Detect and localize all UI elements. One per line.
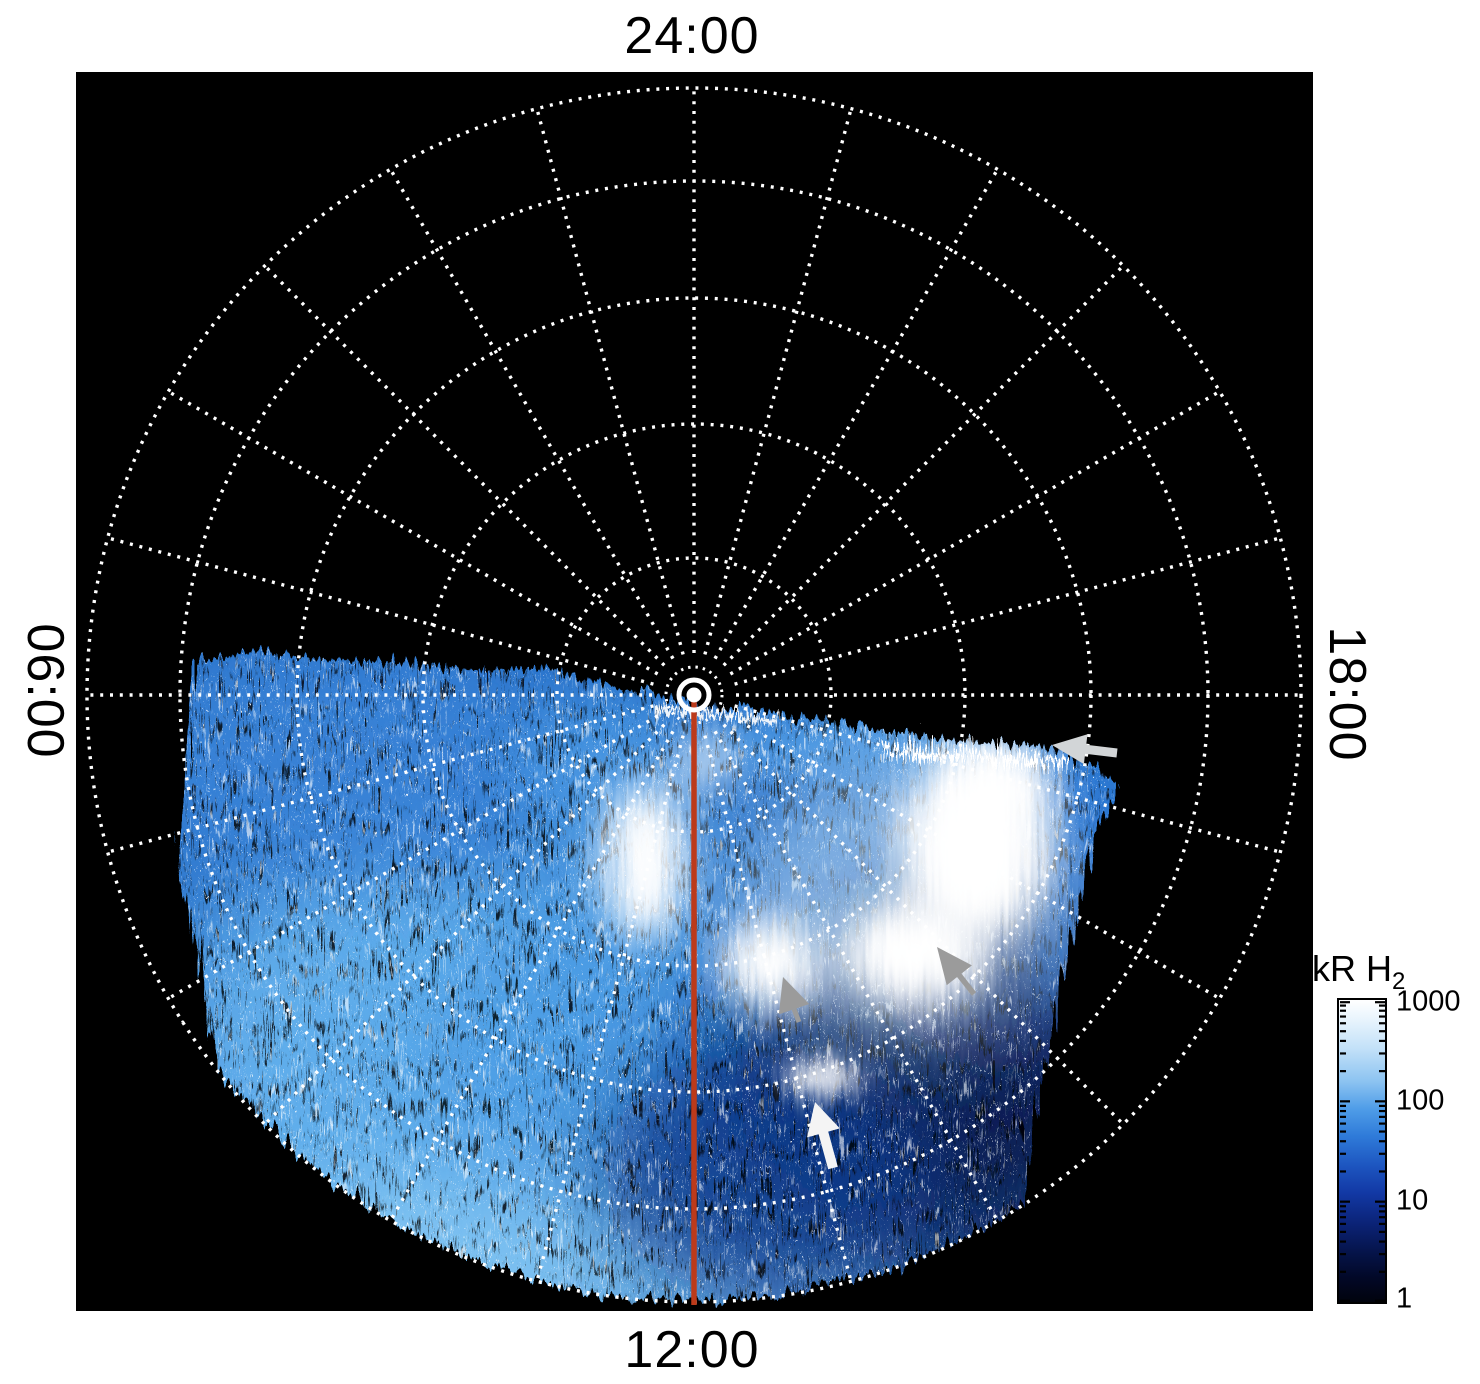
colorbar-title-subscript: 2 <box>1392 968 1406 996</box>
colorbar-tick-100: 100 <box>1396 1084 1445 1117</box>
local-time-label-right: 18:00 <box>1318 626 1376 762</box>
colorbar-tick-1: 1 <box>1396 1282 1413 1315</box>
local-time-label-top: 24:00 <box>624 7 760 65</box>
local-time-label-bottom: 12:00 <box>624 1321 760 1379</box>
dusk-edge-white-fringe <box>867 736 1063 758</box>
bright-spot-arrow-icon <box>807 1102 840 1170</box>
colorbar-tick-1000: 1000 <box>1396 985 1461 1018</box>
noon-edge-white-fringe <box>647 701 775 718</box>
pole-marker <box>676 677 712 713</box>
patch-arrowhead-right-icon <box>937 947 977 996</box>
pole-ring-icon <box>676 677 712 713</box>
polar-grid <box>85 86 1303 1304</box>
colorbar-tick-10: 10 <box>1396 1184 1429 1217</box>
colorbar-title: kR H2 <box>1312 948 1405 996</box>
dusk-edge-arrow-icon <box>1052 734 1118 765</box>
local-time-label-left: 06:00 <box>16 623 74 759</box>
colorbar <box>1337 998 1387 1304</box>
pole-dot-icon <box>686 687 702 703</box>
patch-arrowhead-left-icon <box>778 977 810 1023</box>
colorbar-title-text: kR H <box>1312 948 1392 989</box>
colorbar-ticks <box>1339 1000 1385 1302</box>
